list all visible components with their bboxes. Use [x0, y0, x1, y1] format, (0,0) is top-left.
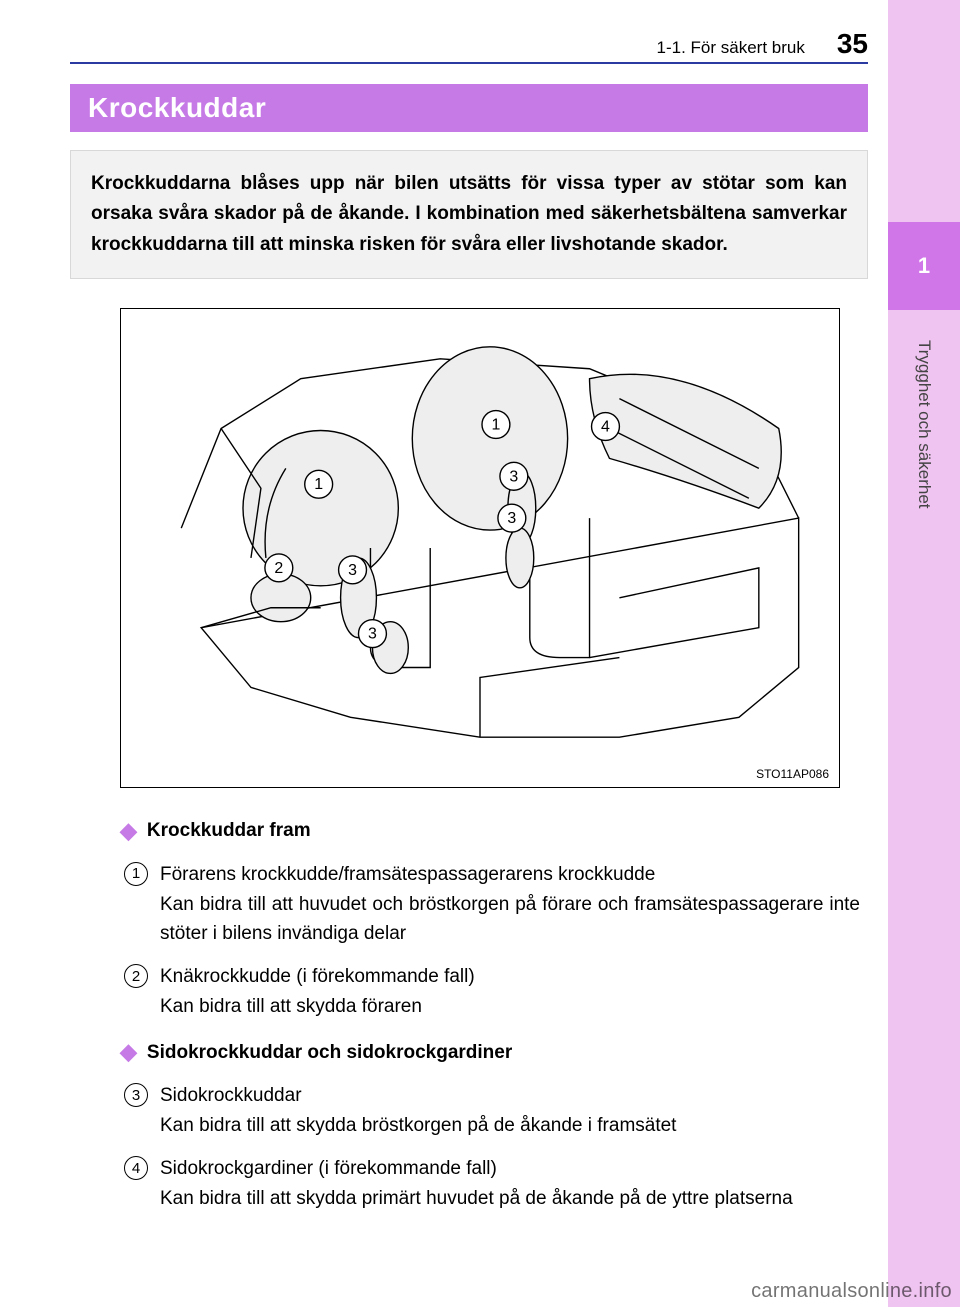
page-title-bar: Krockkuddar [70, 84, 868, 132]
sub-heading-text: Sidokrockkuddar och sidokrockgardiner [147, 1038, 512, 1067]
diamond-icon: ◆ [120, 1035, 137, 1069]
item-title: Knäkrockkudde (i förekommande fall) [160, 962, 860, 991]
header-section: 1-1. För säkert bruk [657, 38, 805, 58]
page-title: Krockkuddar [88, 92, 266, 124]
sub-heading: ◆ Krockkuddar fram [120, 814, 860, 848]
callout-number: 3 [348, 562, 357, 579]
item-number-circle: 4 [124, 1156, 148, 1180]
header-page-number: 35 [837, 28, 868, 60]
side-strip [888, 0, 960, 1307]
item-text: Sidokrockgardiner (i förekommande fall)K… [160, 1154, 860, 1213]
callout-number: 2 [274, 560, 283, 577]
intro-box: Krockkuddarna blåses upp när bilen utsät… [70, 150, 868, 279]
item-desc: Kan bidra till att skydda bröstkorgen på… [160, 1111, 860, 1140]
item-text: Knäkrockkudde (i förekommande fall)Kan b… [160, 962, 860, 1021]
watermark: carmanualsonline.info [751, 1280, 952, 1303]
body-text: ◆ Krockkuddar fram 1 Förarens krockkudde/fr… [120, 808, 860, 1227]
diamond-icon: ◆ [120, 814, 137, 848]
chapter-tab: 1 [888, 222, 960, 310]
numbered-item: 1 Förarens krockkudde/framsätespassagerar… [120, 860, 860, 948]
sub-heading: ◆ Sidokrockkuddar och sidokrockgardiner [120, 1035, 860, 1069]
numbered-item: 2 Knäkrockkudde (i förekommande fall)Kan … [120, 962, 860, 1021]
airbag-diagram-svg: 1 1 2 3 3 3 3 4 [121, 309, 839, 787]
page-header: 1-1. För säkert bruk 35 [70, 28, 868, 64]
item-text: SidokrockkuddarKan bidra till att skydda… [160, 1081, 860, 1140]
airbag-figure: 1 1 2 3 3 3 3 4 STO11AP086 [120, 308, 840, 788]
item-number-circle: 2 [124, 964, 148, 988]
item-text: Förarens krockkudde/framsätespassagerare… [160, 860, 860, 948]
chapter-number: 1 [918, 253, 930, 279]
item-number-circle: 1 [124, 862, 148, 886]
item-number-circle: 3 [124, 1083, 148, 1107]
numbered-item: 4 Sidokrockgardiner (i förekommande fall)… [120, 1154, 860, 1213]
sub-heading-text: Krockkuddar fram [147, 816, 311, 845]
callout-number: 4 [601, 418, 610, 435]
chapter-label-vertical: Trygghet och säkerhet [888, 340, 960, 600]
item-title: Sidokrockgardiner (i förekommande fall) [160, 1154, 860, 1183]
callout-number: 3 [507, 510, 516, 527]
chapter-label-text: Trygghet och säkerhet [914, 340, 934, 509]
callout-number: 3 [509, 468, 518, 485]
item-desc: Kan bidra till att skydda primärt huvude… [160, 1184, 860, 1213]
item-desc: Kan bidra till att skydda föraren [160, 992, 860, 1021]
figure-code: STO11AP086 [756, 767, 829, 781]
numbered-item: 3 SidokrockkuddarKan bidra till att skydd… [120, 1081, 860, 1140]
manual-page: 1 Trygghet och säkerhet 1-1. För säkert … [0, 0, 960, 1307]
item-title: Förarens krockkudde/framsätespassagerare… [160, 860, 860, 889]
callout-number: 3 [368, 626, 377, 643]
callout-number: 1 [314, 476, 323, 493]
item-title: Sidokrockkuddar [160, 1081, 860, 1110]
callout-number: 1 [492, 416, 501, 433]
item-desc: Kan bidra till att huvudet och bröstkorg… [160, 890, 860, 949]
intro-text: Krockkuddarna blåses upp när bilen utsät… [91, 173, 847, 255]
